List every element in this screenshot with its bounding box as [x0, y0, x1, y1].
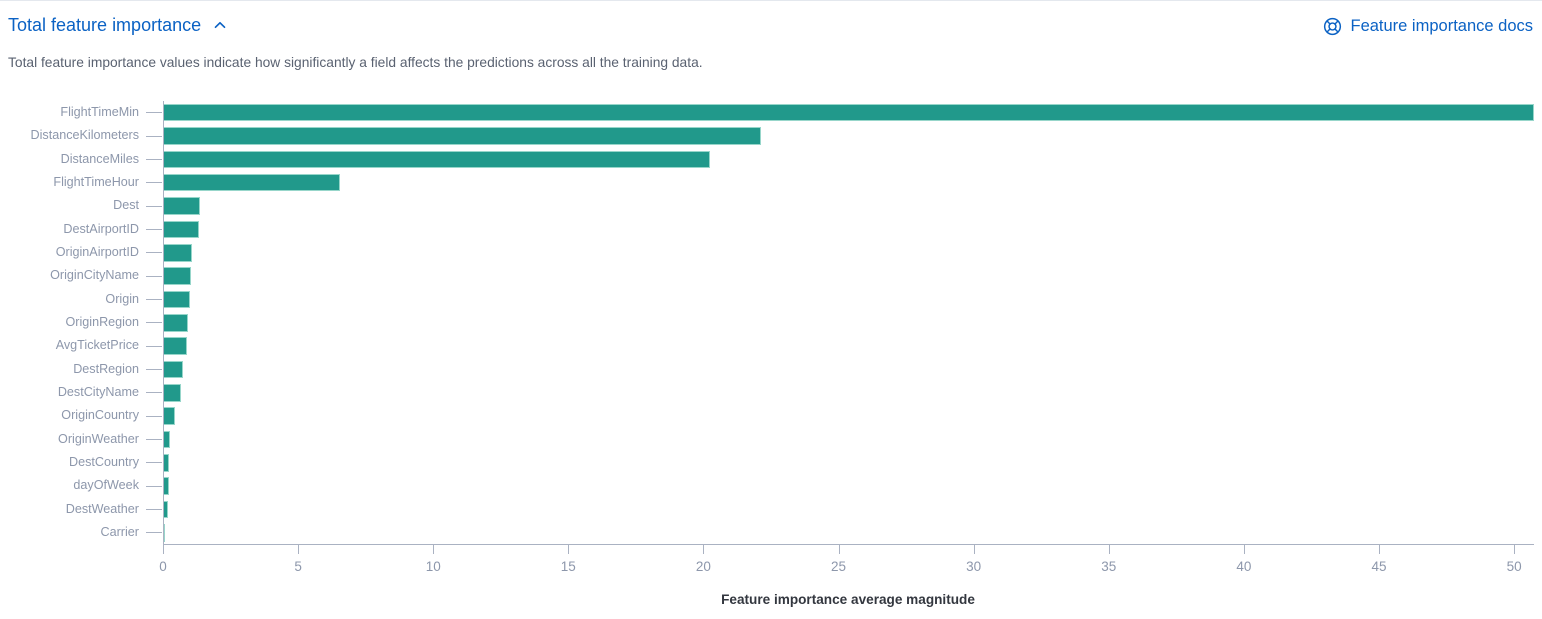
bar-DistanceMiles[interactable] — [164, 150, 710, 169]
y-axis-tick — [146, 135, 162, 137]
bar-OriginCityName[interactable] — [164, 267, 192, 285]
y-axis-label: FlightTimeHour — [53, 175, 139, 190]
y-axis-tick — [146, 158, 162, 160]
y-axis-tick — [146, 112, 162, 114]
y-axis-tick — [146, 275, 162, 277]
bar-Dest[interactable] — [164, 197, 201, 215]
bar-DestRegion[interactable] — [164, 360, 183, 379]
y-axis-label: DistanceKilometers — [30, 128, 140, 143]
y-axis-label: dayOfWeek — [73, 478, 139, 493]
x-axis-tick-label: 15 — [560, 559, 576, 574]
bar-Origin[interactable] — [164, 290, 190, 309]
bar-FlightTimeHour[interactable] — [164, 173, 340, 192]
x-axis-tick — [1378, 545, 1380, 554]
feature-importance-docs-link[interactable]: Feature importance docs — [1323, 14, 1533, 38]
x-axis-tick-label: 25 — [831, 559, 847, 574]
x-axis-tick-label: 35 — [1101, 559, 1117, 574]
x-axis-tick-label: 45 — [1371, 559, 1387, 574]
x-axis-tick — [433, 545, 435, 554]
y-axis-tick — [146, 205, 162, 207]
section-description: Total feature importance values indicate… — [8, 55, 703, 70]
docs-link-label: Feature importance docs — [1350, 17, 1533, 35]
y-axis-label: OriginWeather — [58, 431, 139, 446]
help-life-ring-icon — [1324, 17, 1342, 35]
y-axis-labels: FlightTimeMin DistanceKilometers DistanceM… — [0, 101, 163, 545]
x-axis-tick — [568, 545, 570, 554]
y-axis-label: DestCityName — [57, 385, 139, 400]
y-axis-tick — [146, 462, 162, 464]
x-axis-ticks: 0 5 10 15 20 25 30 35 40 45 50 — [159, 544, 1533, 584]
y-axis-tick — [146, 532, 162, 534]
x-axis-tick — [703, 545, 705, 554]
y-axis-label: Origin — [105, 291, 139, 306]
x-axis-tick — [1108, 545, 1110, 554]
bar-OriginWeather[interactable] — [164, 430, 170, 449]
y-axis-tick — [146, 415, 162, 417]
bar-DestAirportID[interactable] — [164, 220, 200, 239]
x-axis-title: Feature importance average magnitude — [721, 592, 975, 607]
y-axis-label: DistanceMiles — [60, 151, 139, 166]
chevron-up-icon — [214, 21, 226, 29]
y-axis-tick — [146, 345, 162, 347]
bar-dayOfWeek[interactable] — [164, 477, 169, 495]
y-axis-tick — [146, 322, 162, 324]
x-axis-tick — [1243, 545, 1245, 554]
bar-OriginAirportID[interactable] — [164, 243, 193, 262]
y-axis-label: OriginRegion — [65, 315, 139, 330]
y-axis-tick — [146, 252, 162, 254]
y-axis-tick — [146, 508, 162, 510]
x-axis-tick — [1514, 545, 1516, 554]
y-axis-tick — [146, 182, 162, 184]
x-axis-tick — [973, 545, 975, 554]
y-axis-label: OriginCityName — [50, 268, 139, 283]
x-axis-tick-label: 0 — [159, 559, 167, 574]
section-toggle-total-feature-importance[interactable]: Total feature importance — [8, 13, 228, 37]
bar-DistanceKilometers[interactable] — [164, 127, 762, 145]
x-axis-tick-label: 40 — [1236, 559, 1252, 574]
bar-Carrier[interactable] — [164, 524, 166, 542]
bar-DestCityName[interactable] — [164, 383, 181, 402]
y-axis-tick — [146, 392, 162, 394]
y-axis-label: AvgTicketPrice — [55, 338, 139, 353]
x-axis-tick — [838, 545, 840, 554]
y-axis-label: Carrier — [100, 525, 139, 540]
y-axis-label: DestRegion — [73, 361, 139, 376]
y-axis-label: DestWeather — [65, 501, 139, 516]
y-axis-label: OriginCountry — [61, 408, 139, 423]
bar-DestCountry[interactable] — [164, 454, 170, 472]
section-title: Total feature importance — [8, 15, 202, 35]
y-axis-tick — [146, 438, 162, 440]
x-axis-tick-label: 50 — [1506, 559, 1522, 574]
y-axis-tick — [146, 485, 162, 487]
y-axis-tick — [146, 298, 162, 300]
y-axis-label: Dest — [113, 198, 139, 213]
plot-area — [163, 101, 1534, 545]
y-axis-label: OriginAirportID — [55, 245, 139, 260]
y-axis-label: DestAirportID — [63, 221, 139, 236]
x-axis-tick-label: 10 — [425, 559, 441, 574]
y-axis-label: DestCountry — [69, 455, 139, 470]
bar-OriginCountry[interactable] — [164, 407, 176, 425]
bar-OriginRegion[interactable] — [164, 313, 189, 332]
x-axis-tick-label: 20 — [695, 559, 711, 574]
x-axis-tick — [298, 545, 300, 554]
bar-DestWeather[interactable] — [164, 500, 168, 519]
bar-FlightTimeMin[interactable] — [164, 103, 1534, 122]
x-axis-tick-label: 5 — [294, 559, 302, 574]
y-axis-tick — [146, 368, 162, 370]
y-axis-label: FlightTimeMin — [60, 105, 139, 119]
x-axis-tick-label: 30 — [966, 559, 982, 574]
x-axis-tick — [163, 545, 164, 554]
y-axis-tick — [146, 228, 162, 230]
bar-AvgTicketPrice[interactable] — [164, 337, 187, 355]
